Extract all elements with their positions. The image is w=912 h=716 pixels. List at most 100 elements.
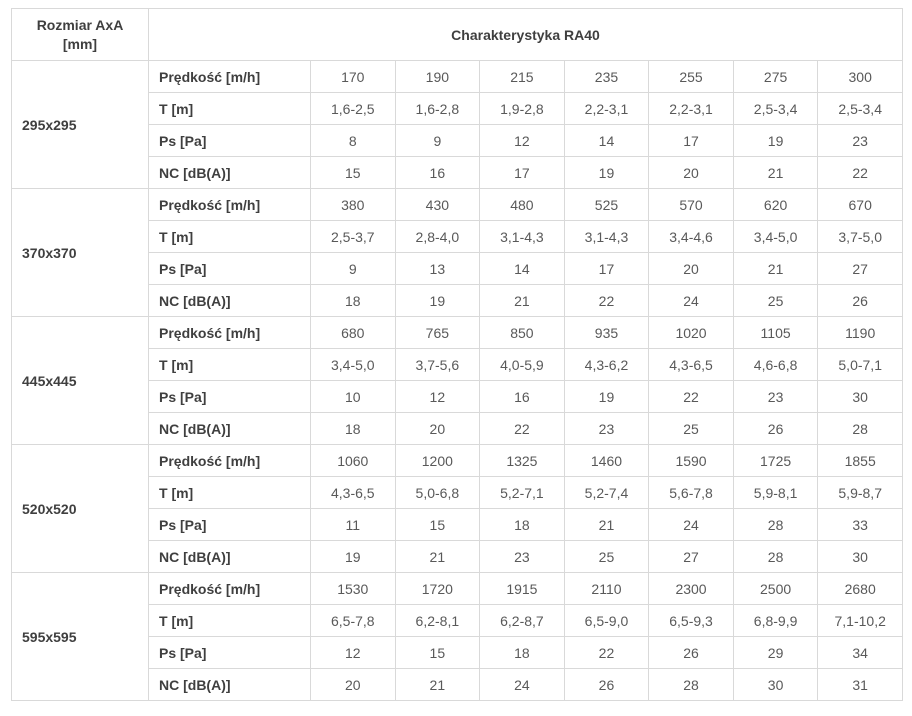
value-cell: 850 <box>479 316 565 349</box>
size-cell: 595x595 <box>11 572 149 701</box>
value-cell: 26 <box>732 412 819 445</box>
value-cell: 215 <box>479 60 565 93</box>
value-cell: 1020 <box>648 316 734 349</box>
value-cell: 2,8-4,0 <box>394 220 481 253</box>
value-cell: 7,1-10,2 <box>817 604 903 637</box>
table-title: Charakterystyka RA40 <box>148 8 903 61</box>
row-label: Ps [Pa] <box>148 636 311 669</box>
size-cell: 295x295 <box>11 60 149 189</box>
value-cell: 28 <box>732 540 819 573</box>
value-cell: 3,7-5,6 <box>394 348 481 381</box>
value-cell: 17 <box>563 252 650 285</box>
value-cell: 22 <box>563 284 650 317</box>
value-cell: 12 <box>479 124 565 157</box>
value-cell: 1200 <box>394 444 481 477</box>
value-cell: 14 <box>479 252 565 285</box>
value-cell: 30 <box>817 380 903 413</box>
value-cell: 3,4-4,6 <box>648 220 734 253</box>
row-label: Ps [Pa] <box>148 508 311 541</box>
value-cell: 3,7-5,0 <box>817 220 903 253</box>
row-label: NC [dB(A)] <box>148 284 311 317</box>
value-cell: 25 <box>648 412 734 445</box>
value-cell: 18 <box>479 636 565 669</box>
value-cell: 20 <box>648 156 734 189</box>
value-cell: 6,5-9,0 <box>563 604 650 637</box>
table-row: Ps [Pa] 10 12 16 19 22 23 30 <box>12 380 903 413</box>
value-cell: 19 <box>563 380 650 413</box>
value-cell: 570 <box>648 188 734 221</box>
value-cell: 18 <box>310 412 396 445</box>
value-cell: 22 <box>817 156 903 189</box>
value-cell: 24 <box>479 668 565 701</box>
row-label: T [m] <box>148 92 311 125</box>
value-cell: 26 <box>563 668 650 701</box>
value-cell: 4,0-5,9 <box>479 348 565 381</box>
row-label: Ps [Pa] <box>148 380 311 413</box>
size-column-header-line2: [mm] <box>62 35 98 52</box>
value-cell: 21 <box>479 284 565 317</box>
value-cell: 1,9-2,8 <box>479 92 565 125</box>
value-cell: 1725 <box>732 444 819 477</box>
table-row: 595x595 Prędkość [m/h] 1530 1720 1915 2110 230… <box>11 572 903 701</box>
value-cell: 6,5-9,3 <box>648 604 734 637</box>
value-cell: 1,6-2,8 <box>394 92 481 125</box>
value-cell: 19 <box>732 124 819 157</box>
value-cell: 25 <box>732 284 819 317</box>
table-row: NC [dB(A)] 20 21 24 26 28 30 31 <box>12 668 903 701</box>
value-cell: 9 <box>310 252 396 285</box>
characteristics-table: Rozmiar AxA [mm] Charakterystyka RA40 29… <box>11 8 903 701</box>
value-cell: 30 <box>732 668 819 701</box>
table-row: NC [dB(A)] 19 21 23 25 27 28 30 <box>12 540 903 573</box>
row-label: Ps [Pa] <box>148 124 311 157</box>
value-cell: 2,5-3,7 <box>310 220 396 253</box>
row-label: NC [dB(A)] <box>148 156 311 189</box>
value-cell: 22 <box>648 380 734 413</box>
value-cell: 670 <box>817 188 903 221</box>
value-cell: 1915 <box>479 572 565 605</box>
value-cell: 28 <box>732 508 819 541</box>
table-row: T [m] 6,5-7,8 6,2-8,1 6,2-8,7 6,5-9,0 6,5-9,3… <box>12 604 903 637</box>
row-label: T [m] <box>148 604 311 637</box>
value-cell: 2,2-3,1 <box>563 92 650 125</box>
value-cell: 1105 <box>732 316 819 349</box>
value-cell: 5,0-6,8 <box>394 476 481 509</box>
value-cell: 6,2-8,7 <box>479 604 565 637</box>
value-cell: 24 <box>648 284 734 317</box>
row-label: T [m] <box>148 220 311 253</box>
table-row: 295x295 Prędkość [m/h] 170 190 215 235 255 275 3… <box>11 60 903 189</box>
value-cell: 3,4-5,0 <box>310 348 396 381</box>
value-cell: 22 <box>479 412 565 445</box>
value-cell: 19 <box>310 540 396 573</box>
value-cell: 20 <box>394 412 481 445</box>
value-cell: 23 <box>732 380 819 413</box>
value-cell: 31 <box>817 668 903 701</box>
value-cell: 480 <box>479 188 565 221</box>
value-cell: 16 <box>394 156 481 189</box>
value-cell: 19 <box>394 284 481 317</box>
value-cell: 170 <box>310 60 396 93</box>
value-cell: 23 <box>479 540 565 573</box>
value-cell: 5,9-8,7 <box>817 476 903 509</box>
value-cell: 21 <box>732 156 819 189</box>
table-row: T [m] 1,6-2,5 1,6-2,8 1,9-2,8 2,2-3,1 2,2-3,1… <box>12 92 903 125</box>
value-cell: 6,5-7,8 <box>310 604 396 637</box>
value-cell: 4,6-6,8 <box>732 348 819 381</box>
size-column-header-line1: Rozmiar AxA <box>36 16 124 33</box>
value-cell: 27 <box>817 252 903 285</box>
value-cell: 21 <box>394 668 481 701</box>
value-cell: 17 <box>479 156 565 189</box>
value-cell: 2680 <box>817 572 903 605</box>
value-cell: 17 <box>648 124 734 157</box>
value-cell: 13 <box>394 252 481 285</box>
value-cell: 275 <box>732 60 819 93</box>
table-row: 370x370 Prędkość [m/h] 380 430 480 525 570 620 6… <box>11 188 903 317</box>
value-cell: 1060 <box>310 444 396 477</box>
value-cell: 22 <box>563 636 650 669</box>
table-row: 520x520 Prędkość [m/h] 1060 1200 1325 1460 159… <box>11 444 903 573</box>
value-cell: 1325 <box>479 444 565 477</box>
row-label: Prędkość [m/h] <box>148 444 311 477</box>
value-cell: 15 <box>310 156 396 189</box>
value-cell: 2500 <box>732 572 819 605</box>
value-cell: 525 <box>563 188 650 221</box>
